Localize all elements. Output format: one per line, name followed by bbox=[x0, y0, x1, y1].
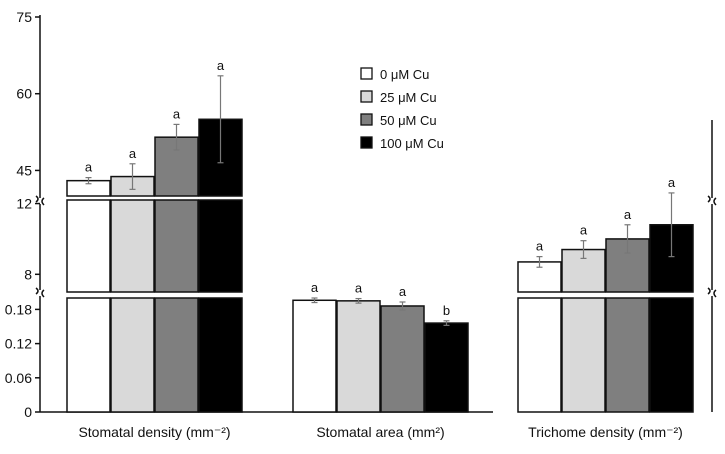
significance-label: a bbox=[624, 207, 632, 222]
significance-label: a bbox=[173, 106, 181, 121]
legend-label: 100 μM Cu bbox=[380, 136, 444, 151]
legend-label: 0 μM Cu bbox=[380, 67, 429, 82]
y-axis-break bbox=[41, 289, 45, 298]
y-tick-label: 0.06 bbox=[5, 370, 32, 386]
right-axis-break bbox=[713, 289, 717, 298]
right-axis-break bbox=[707, 287, 711, 295]
legend-label: 25 μM Cu bbox=[380, 90, 437, 105]
axes: 0 0.06 0.12 0.18 8 12 45 60 75 Stomatal density (… bbox=[5, 9, 717, 440]
significance-label: a bbox=[536, 239, 544, 254]
bar bbox=[154, 297, 199, 413]
significance-label: a bbox=[85, 160, 93, 175]
legend-swatch bbox=[360, 113, 373, 126]
y-tick-label: 75 bbox=[16, 9, 32, 25]
right-axis-break bbox=[713, 197, 717, 206]
legend-swatch bbox=[360, 90, 373, 103]
y-tick-label: 60 bbox=[16, 86, 32, 102]
significance-label: a bbox=[399, 284, 407, 299]
bar bbox=[110, 199, 155, 293]
legend-label: 50 μM Cu bbox=[380, 113, 437, 128]
bar bbox=[649, 297, 694, 413]
bar bbox=[424, 322, 469, 413]
y-tick-label: 8 bbox=[24, 266, 32, 282]
bar bbox=[380, 305, 425, 413]
bar bbox=[517, 297, 562, 413]
significance-label: a bbox=[668, 175, 676, 190]
y-tick-label: 45 bbox=[16, 162, 32, 178]
y-axis-break bbox=[41, 197, 45, 206]
bar bbox=[198, 199, 243, 293]
significance-label: b bbox=[443, 303, 450, 318]
bars: a a a a a a a b a a a a bbox=[66, 58, 694, 413]
y-tick-label: 0.12 bbox=[5, 336, 32, 352]
significance-label: a bbox=[311, 280, 319, 295]
bar bbox=[154, 199, 199, 293]
significance-label: a bbox=[217, 58, 225, 73]
bar bbox=[561, 248, 606, 293]
significance-label: a bbox=[355, 281, 363, 296]
bar bbox=[292, 299, 337, 413]
bar bbox=[198, 297, 243, 413]
bar bbox=[110, 297, 155, 413]
category-label: Trichome density (mm⁻²) bbox=[528, 424, 683, 440]
significance-label: a bbox=[129, 146, 137, 161]
y-tick-label: 0.18 bbox=[5, 301, 32, 317]
right-axis-break bbox=[707, 195, 711, 203]
category-label: Stomatal density (mm⁻²) bbox=[78, 424, 230, 440]
legend: 0 μM Cu 25 μM Cu 50 μM Cu 100 μM Cu bbox=[360, 67, 444, 151]
category-label: Stomatal area (mm²) bbox=[316, 424, 444, 440]
bar bbox=[561, 297, 606, 413]
y-axis-break bbox=[35, 195, 39, 203]
legend-swatch bbox=[360, 136, 373, 149]
y-tick-label: 0 bbox=[24, 404, 32, 420]
significance-label: a bbox=[580, 223, 588, 238]
legend-swatch bbox=[360, 67, 373, 80]
bar bbox=[66, 297, 111, 413]
bar bbox=[336, 300, 381, 413]
bar bbox=[66, 199, 111, 293]
y-tick-label: 12 bbox=[16, 196, 32, 212]
bar bbox=[605, 297, 650, 413]
y-axis-break bbox=[35, 287, 39, 295]
